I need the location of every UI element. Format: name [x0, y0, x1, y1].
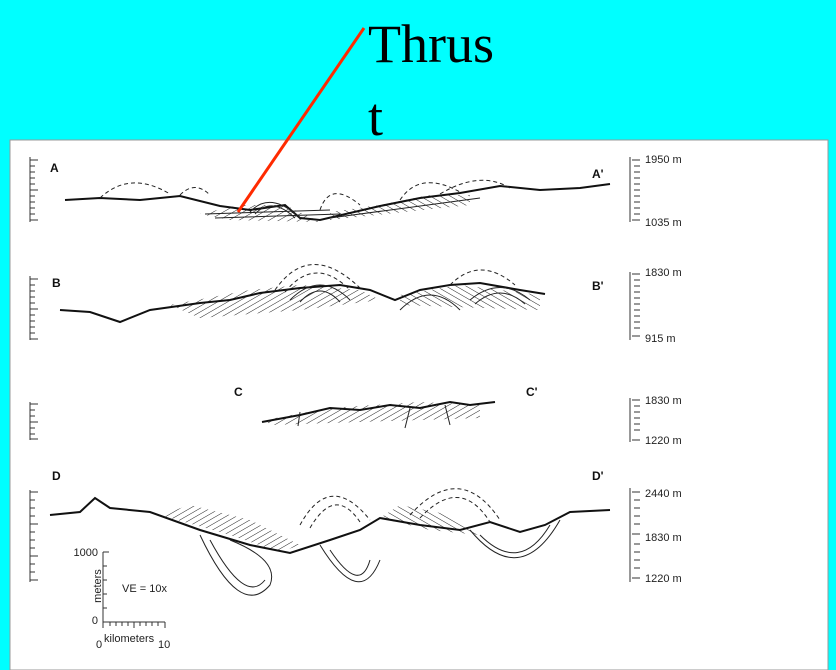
scale-label: kilometers: [104, 633, 155, 645]
scale-label: 0: [96, 639, 102, 651]
section-c: C C' 1830 m 1220 m: [29, 385, 682, 447]
section-label: A': [592, 167, 604, 181]
section-label: C': [526, 385, 538, 399]
section-label: C: [234, 385, 243, 399]
title-line: t: [368, 87, 383, 147]
section-b: B B' 1830 m 915 m: [29, 264, 682, 345]
section-label: B: [52, 276, 61, 290]
section-label: B': [592, 279, 604, 293]
elevation-label: 1830 m: [645, 267, 682, 279]
elevation-label: 1220 m: [645, 435, 682, 447]
title: Thrus t: [368, 14, 494, 147]
scale-label: 1000: [74, 547, 98, 559]
elevation-label: 1035 m: [645, 217, 682, 229]
section-a: A A' 1950 m 1035 m: [29, 154, 682, 229]
scale-bar: 1000 0 meters VE = 10x 0 kilometers 10: [74, 547, 171, 651]
elevation-label: 1220 m: [645, 573, 682, 585]
section-label: D': [592, 469, 604, 483]
elevation-label: 915 m: [645, 333, 676, 345]
section-label: A: [50, 161, 59, 175]
pointer-line: [236, 27, 366, 213]
scale-label: 10: [158, 639, 170, 651]
scale-label: meters: [92, 569, 104, 603]
scale-label: 0: [92, 615, 98, 627]
section-label: D: [52, 469, 61, 483]
elevation-label: 1830 m: [645, 395, 682, 407]
scale-label: VE = 10x: [122, 583, 167, 595]
elevation-label: 2440 m: [645, 488, 682, 500]
section-d: D D' 2440 m 1830 m 1220 m: [29, 469, 682, 596]
title-line: Thrus: [368, 14, 494, 74]
elevation-label: 1950 m: [645, 154, 682, 166]
elevation-label: 1830 m: [645, 532, 682, 544]
